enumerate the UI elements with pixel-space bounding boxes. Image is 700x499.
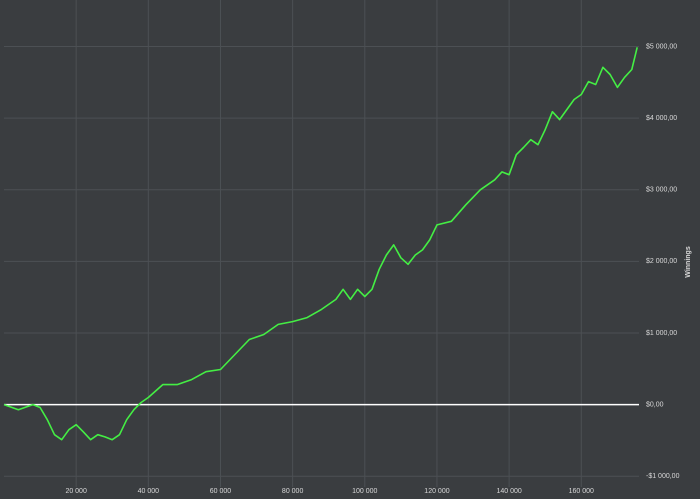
x-tick-label: 60 000 (210, 488, 232, 495)
y-tick-label: $5 000,00 (646, 43, 677, 50)
x-tick-label: 140 000 (496, 488, 521, 495)
y-tick-label: $4 000,00 (646, 115, 677, 122)
y-tick-label: $3 000,00 (646, 187, 677, 194)
y-tick-label: $1 000,00 (646, 330, 677, 337)
y-tick-label: $0,00 (646, 401, 664, 408)
x-tick-label: 100 000 (352, 488, 377, 495)
y-tick-label: $2 000,00 (646, 258, 677, 265)
y-axis-title: Winnings (685, 246, 692, 278)
x-tick-label: 40 000 (138, 488, 160, 495)
y-tick-label: -$1 000,00 (646, 473, 680, 480)
x-tick-label: 20 000 (65, 488, 87, 495)
x-tick-label: 80 000 (282, 488, 304, 495)
line-series (3, 47, 638, 441)
x-tick-label: 160 000 (569, 488, 594, 495)
x-tick-label: 120 000 (424, 488, 449, 495)
